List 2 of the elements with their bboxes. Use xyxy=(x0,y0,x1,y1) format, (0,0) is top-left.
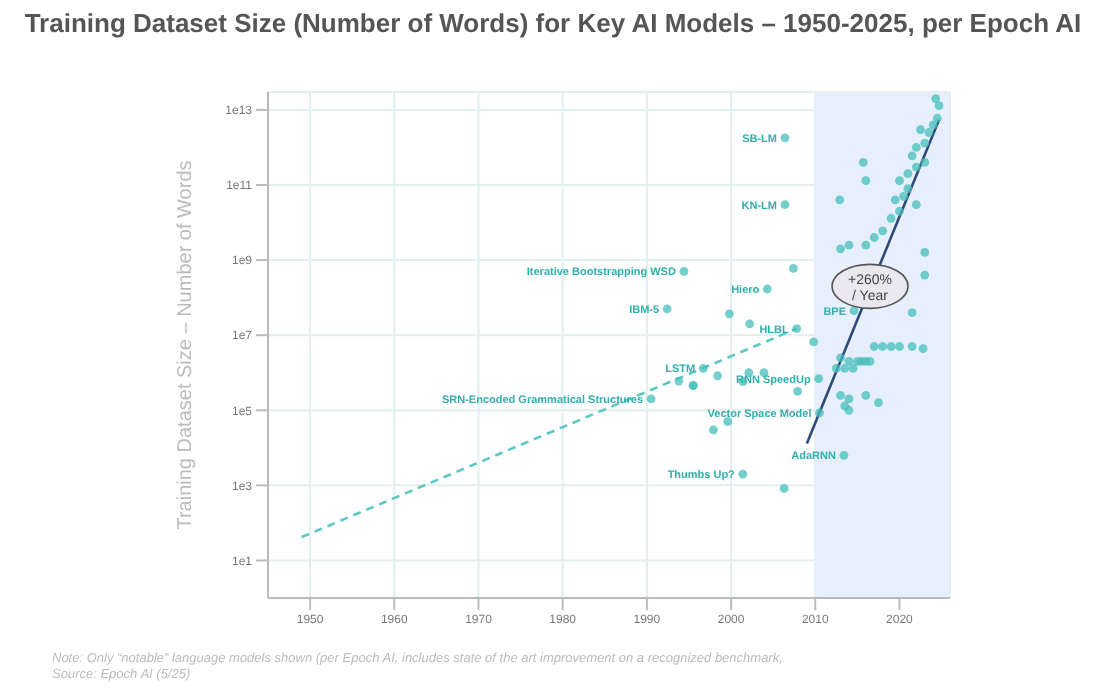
y-axis-title: Training Dataset Size – Number of Words xyxy=(175,160,198,530)
chart-title: Training Dataset Size (Number of Words) for Key AI Models – 1950-2025, per Epoch AI xyxy=(22,8,1084,38)
